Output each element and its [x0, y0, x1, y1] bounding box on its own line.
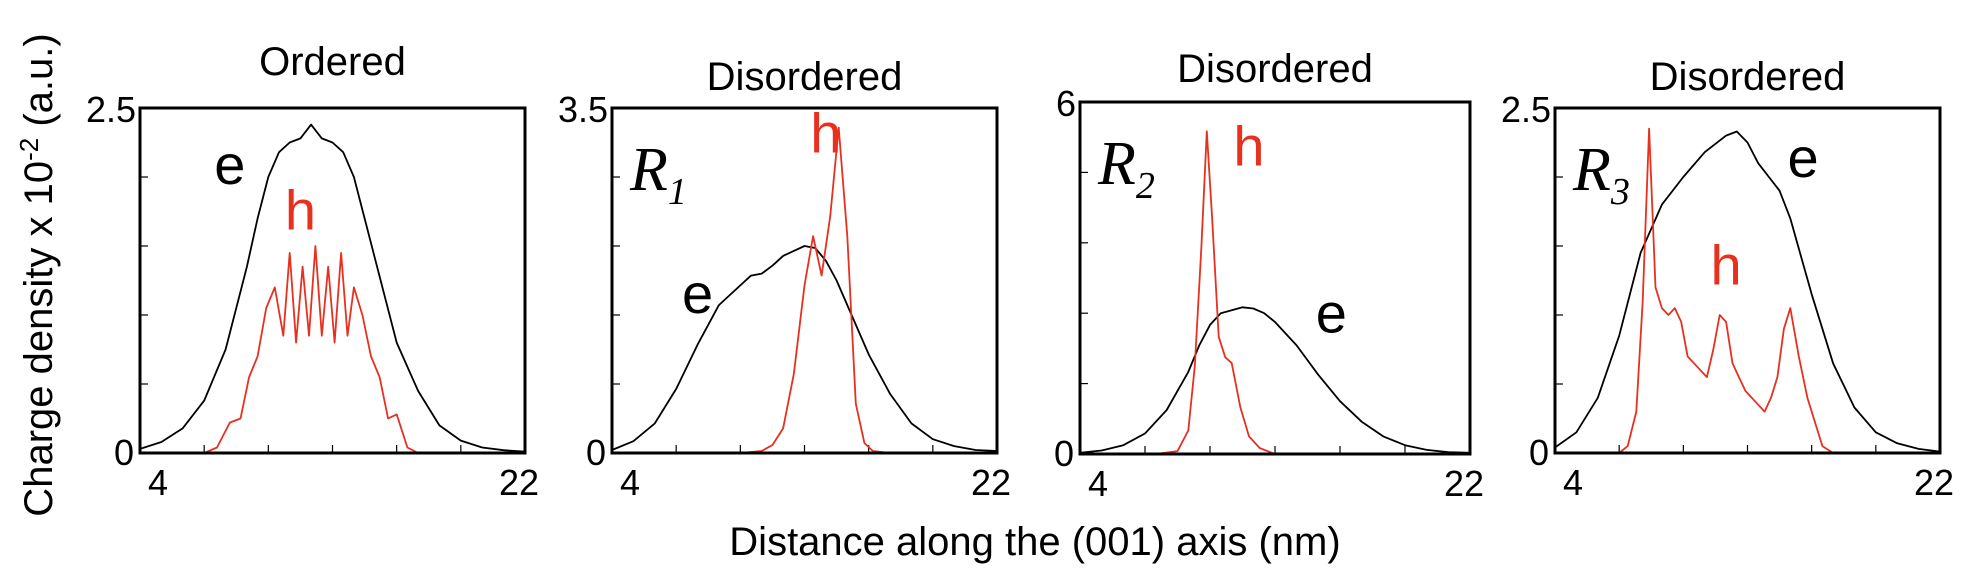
panel-4-xtick-label-max: 22	[1914, 462, 1954, 503]
panel-1-ytick-label-max: 2.5	[86, 89, 136, 130]
panel-2-region-letter: R	[629, 136, 668, 204]
panel-4-label-e: e	[1788, 126, 1819, 189]
y-axis-label: Charge density x 10-2 (a.u.)	[14, 33, 61, 516]
y-axis-label-unit: (a.u.)	[17, 33, 61, 137]
panel-4-region-subscript: 3	[1610, 171, 1630, 213]
y-axis-label-main: Charge density x 10	[17, 161, 61, 517]
panel-4-series-e-line	[1554, 130, 1941, 453]
panel-2-xtick-label-max: 22	[971, 462, 1011, 503]
panel-2-label-h: h	[810, 101, 841, 164]
panel-3-region-letter: R	[1097, 130, 1136, 198]
panel-2-series-e-line	[611, 245, 998, 452]
panel-2: Disordered 0 3.5 4 22 R1 e h	[558, 55, 1011, 503]
panel-3-xtick-label-max: 22	[1444, 463, 1484, 504]
panel-1-xtick-label-max: 22	[499, 462, 539, 503]
panel-3-ytick-label-min: 0	[1054, 433, 1074, 474]
panel-4-region-letter: R	[1572, 136, 1611, 204]
panel-2-region-label: R1	[629, 136, 687, 213]
panel-2-title: Disordered	[707, 55, 903, 99]
panel-3: Disordered 0 6 4 22 R2 e h	[1054, 47, 1484, 504]
panel-3-region-label: R2	[1097, 130, 1155, 207]
panel-2-xtick-label-min: 4	[620, 462, 640, 503]
y-axis-label-exponent: -2	[14, 138, 44, 161]
panel-4-frame	[1553, 106, 1942, 455]
panel-3-frame	[1078, 100, 1472, 456]
panel-4-region-label: R3	[1572, 136, 1630, 213]
panel-2-ytick-label-min: 0	[586, 432, 606, 473]
panel-3-series-h-line	[1080, 130, 1470, 455]
panel-3-xtick-label-min: 4	[1088, 463, 1108, 504]
panel-1-label-h: h	[285, 178, 316, 241]
panel-1-xtick-label-min: 4	[148, 462, 168, 503]
panel-4-xtick-label-min: 4	[1563, 462, 1583, 503]
panel-4-ytick-label-max: 2.5	[1501, 89, 1551, 130]
panel-1: Ordered 0 2.5 4 22 eh	[86, 40, 539, 503]
panel-3-ytick-label-max: 6	[1056, 83, 1076, 124]
panel-4-ytick-label-min: 0	[1529, 432, 1549, 473]
panel-3-title: Disordered	[1177, 47, 1373, 91]
panel-1-series-h-line	[140, 245, 525, 454]
panel-2-ytick-label-max: 3.5	[558, 89, 608, 130]
panel-4-series-h-line	[1555, 127, 1940, 454]
panel-1-title: Ordered	[259, 40, 406, 84]
panel-4: Disordered 0 2.5 4 22 R3 eh	[1501, 55, 1954, 503]
panel-1-ytick-label-min: 0	[114, 432, 134, 473]
panel-2-frame	[610, 106, 999, 455]
panel-1-frame	[138, 106, 527, 455]
panel-3-label-h: h	[1233, 114, 1264, 177]
panel-4-label-h: h	[1711, 234, 1742, 297]
panel-3-series-e-line	[1079, 306, 1471, 454]
panel-1-series-e-line	[139, 123, 526, 453]
panel-2-region-subscript: 1	[668, 171, 687, 213]
panel-2-series-h-line	[612, 126, 997, 454]
panel-2-label-e: e	[682, 262, 713, 325]
panel-1-label-e: e	[214, 133, 245, 196]
panel-4-title: Disordered	[1650, 55, 1846, 99]
panel-3-region-subscript: 2	[1136, 165, 1155, 207]
x-axis-label: Distance along the (001) axis (nm)	[729, 520, 1340, 564]
panel-3-label-e: e	[1316, 282, 1347, 345]
